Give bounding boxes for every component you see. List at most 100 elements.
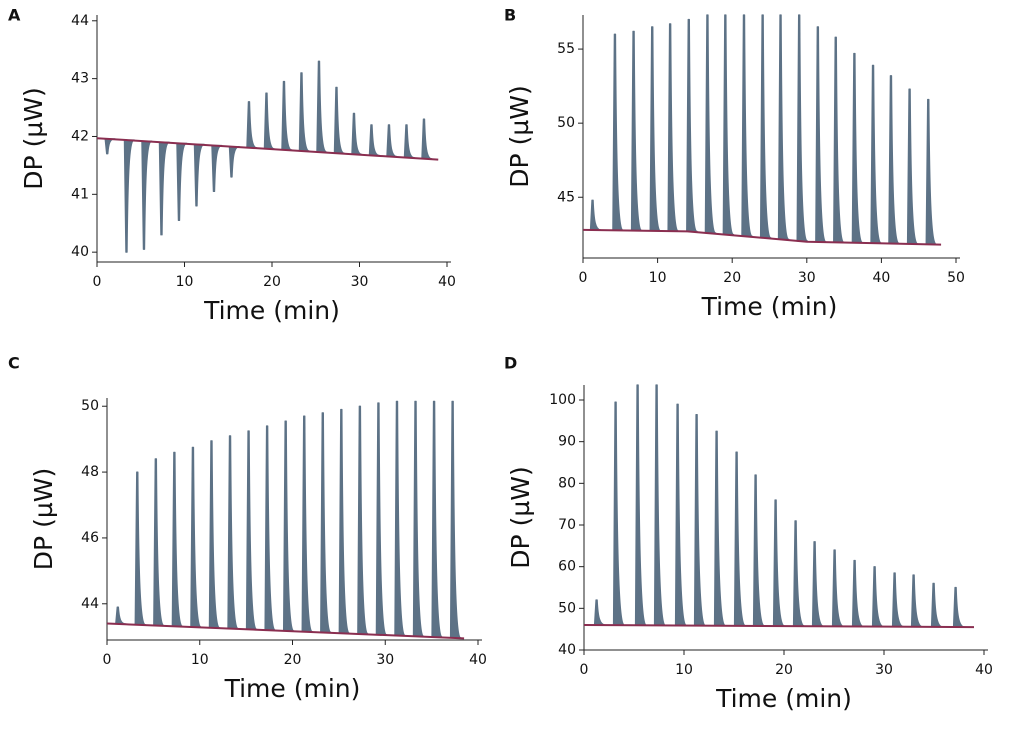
x-tick-label: 0 (579, 270, 588, 286)
injection-peak (115, 606, 127, 625)
baseline (583, 624, 975, 629)
y-axis-label: DP (µW) (29, 468, 58, 570)
x-tick-label: 0 (103, 652, 112, 668)
y-tick-label: 70 (558, 517, 576, 533)
x-tick-label: 0 (93, 274, 102, 290)
y-tick-label: 48 (81, 464, 99, 480)
y-tick-label: 42 (71, 128, 89, 144)
injection-peak (741, 14, 753, 237)
injection-peak (158, 141, 170, 236)
x-axis-label: Time (min) (715, 684, 852, 713)
injection-peak (421, 118, 433, 160)
injection-peak (925, 98, 938, 245)
injection-peak (123, 139, 135, 253)
x-axis-label: Time (min) (203, 296, 340, 325)
panel-label: B (504, 6, 516, 25)
x-tick-label: 40 (469, 652, 487, 668)
injection-peak (686, 18, 698, 232)
injection-peak (752, 474, 766, 627)
injection-peak (589, 199, 602, 231)
injection-peak (208, 440, 221, 629)
y-tick-label: 90 (558, 434, 576, 450)
injection-peak (228, 146, 240, 178)
y-tick-label: 44 (81, 596, 99, 612)
injection-peak (796, 14, 809, 242)
y-tick-label: 50 (81, 398, 99, 414)
baseline (106, 622, 465, 640)
injection-peak (612, 401, 626, 626)
x-tick-label: 20 (723, 270, 741, 286)
y-axis-label: DP (µW) (506, 466, 535, 568)
injection-peak (263, 92, 275, 150)
injection-peak (227, 435, 239, 630)
injection-peak (722, 14, 735, 236)
y-tick-label: 40 (71, 244, 89, 260)
injection-peak (368, 124, 380, 156)
injection-peak (134, 471, 147, 626)
injection-peak (674, 403, 688, 627)
injection-peak (386, 124, 398, 158)
x-tick-label: 20 (775, 662, 793, 678)
x-tick-label: 10 (176, 274, 194, 290)
injection-peak (792, 520, 806, 627)
injection-peak (375, 402, 388, 636)
injection-peak (301, 415, 314, 633)
injection-peak (357, 405, 369, 635)
y-tick-label: 41 (71, 186, 89, 202)
injection-peak (870, 64, 882, 244)
injection-peak (412, 400, 425, 637)
injection-peak (871, 566, 885, 628)
baseline (96, 137, 439, 161)
y-axis-label: DP (µW) (19, 87, 48, 189)
injection-peak (704, 14, 717, 234)
x-tick-label: 30 (376, 652, 394, 668)
y-tick-label: 50 (558, 600, 576, 616)
injection-peak (649, 26, 662, 232)
y-axis-label: DP (µW) (505, 85, 534, 187)
y-tick-label: 100 (549, 392, 576, 408)
injection-peak (833, 36, 845, 243)
x-axis-label: Time (min) (701, 292, 838, 321)
x-tick-label: 20 (263, 274, 281, 290)
x-tick-label: 10 (649, 270, 667, 286)
injection-peak (394, 400, 406, 637)
injection-peak (811, 541, 825, 627)
injection-peak (193, 143, 205, 207)
injection-peak (264, 425, 276, 631)
y-tick-label: 46 (81, 530, 99, 546)
injection-peak (777, 14, 790, 240)
panel-label: C (8, 354, 20, 373)
x-tick-label: 30 (875, 662, 893, 678)
injection-peak (891, 572, 905, 628)
injection-peak (612, 33, 624, 231)
x-tick-label: 50 (947, 270, 965, 286)
injection-peak (693, 413, 707, 627)
injection-peak (653, 384, 667, 626)
injection-peak (403, 124, 415, 159)
x-tick-label: 30 (798, 270, 816, 286)
injection-peak (851, 52, 864, 244)
injection-peak (338, 408, 351, 634)
panel-label: D (504, 354, 517, 373)
injection-peak (634, 384, 648, 626)
injection-peak (906, 88, 919, 245)
y-tick-label: 40 (558, 642, 576, 658)
y-tick-label: 60 (558, 559, 576, 575)
baseline (582, 228, 942, 246)
injection-peak (282, 420, 295, 632)
injection-peak (298, 72, 310, 152)
injection-peak (431, 400, 443, 638)
injection-peak (333, 86, 345, 154)
injection-peak (281, 80, 293, 151)
injection-peak (733, 451, 747, 627)
injection-peak (449, 400, 462, 639)
injection-peak (772, 499, 786, 627)
y-tick-label: 43 (71, 71, 89, 87)
y-tick-label: 50 (557, 115, 575, 131)
injection-peak (245, 430, 258, 630)
y-tick-label: 80 (558, 475, 576, 491)
injection-peak (667, 23, 679, 232)
injection-peak (713, 430, 727, 627)
injection-peak (630, 30, 643, 232)
